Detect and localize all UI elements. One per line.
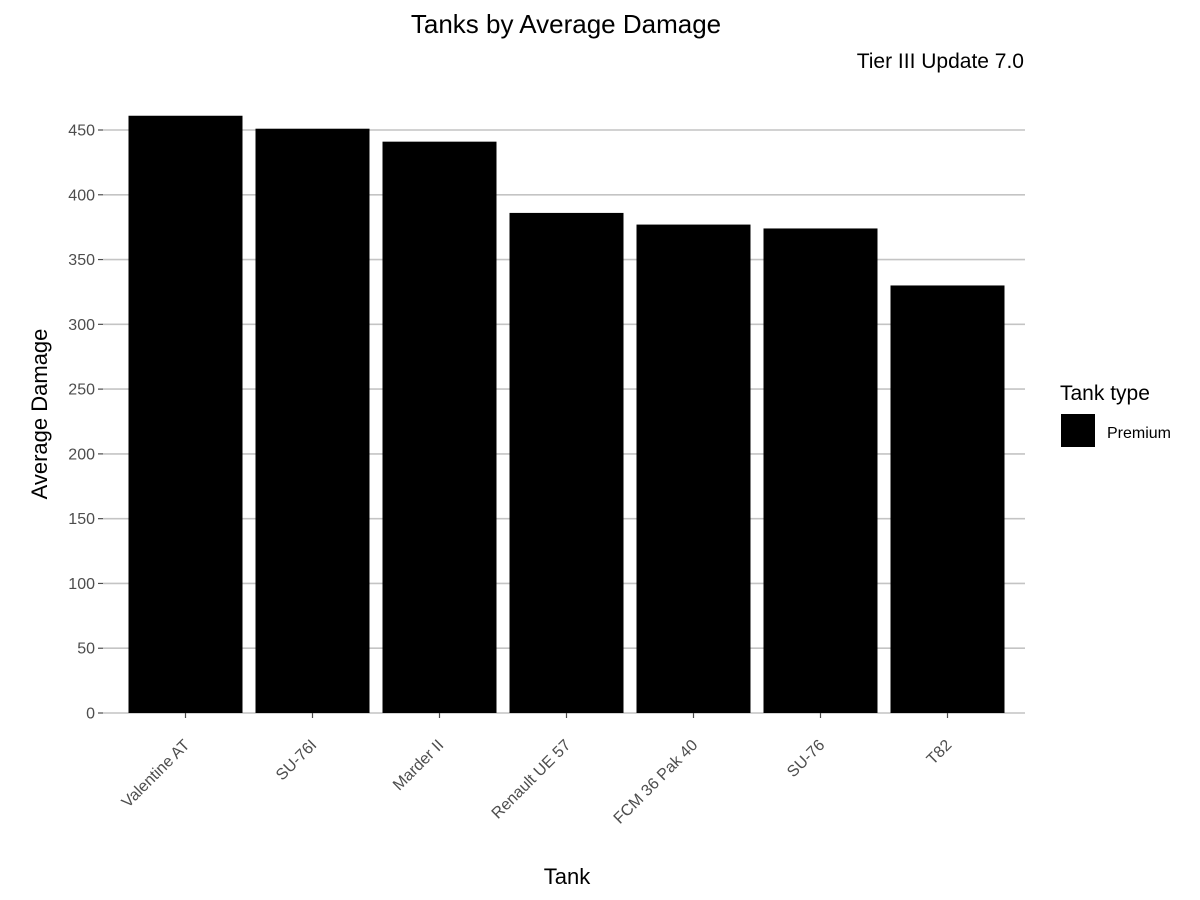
y-tick-label: 0 (86, 706, 95, 723)
legend-title: Tank type (1060, 382, 1150, 405)
x-tick-label: SU-76I (273, 737, 320, 784)
bar-fcm-36-pak-40 (636, 224, 751, 713)
bar-su-76i (255, 128, 370, 713)
x-axis: Valentine AT SU-76I Marder II Renault UE 57… (119, 713, 956, 828)
y-tick-label: 150 (68, 511, 95, 528)
legend-swatch-premium (1061, 414, 1095, 447)
bar-marder-ii (382, 141, 497, 713)
x-tick-label: SU-76 (784, 737, 828, 781)
chart-title: Tanks by Average Damage (411, 9, 721, 39)
y-axis-title: Average Damage (27, 329, 52, 500)
x-axis-title: Tank (544, 864, 591, 889)
x-tick-label: Renault UE 57 (489, 737, 575, 823)
x-tick-label: T82 (924, 737, 956, 769)
chart-subtitle: Tier III Update 7.0 (857, 50, 1024, 73)
bars (128, 115, 1005, 713)
legend: Tank type Premium (1060, 382, 1171, 447)
y-tick-label: 250 (68, 382, 95, 399)
y-tick-label: 100 (68, 576, 95, 593)
x-tick-label: Marder II (390, 737, 447, 794)
y-tick-label: 300 (68, 317, 95, 334)
x-tick-label: FCM 36 Pak 40 (611, 737, 702, 828)
bar-renault-ue-57 (509, 212, 624, 713)
bar-valentine-at (128, 115, 243, 713)
y-tick-label: 400 (68, 187, 95, 204)
y-tick-label: 200 (68, 446, 95, 463)
y-tick-label: 450 (68, 123, 95, 140)
y-axis: 0 50 100 150 200 250 300 350 400 450 (68, 123, 103, 723)
x-tick-label: Valentine AT (119, 737, 194, 812)
y-tick-label: 350 (68, 252, 95, 269)
bar-t82 (890, 285, 1005, 713)
legend-label-premium: Premium (1107, 425, 1171, 442)
y-tick-label: 50 (77, 641, 95, 658)
bar-su-76 (763, 228, 878, 713)
